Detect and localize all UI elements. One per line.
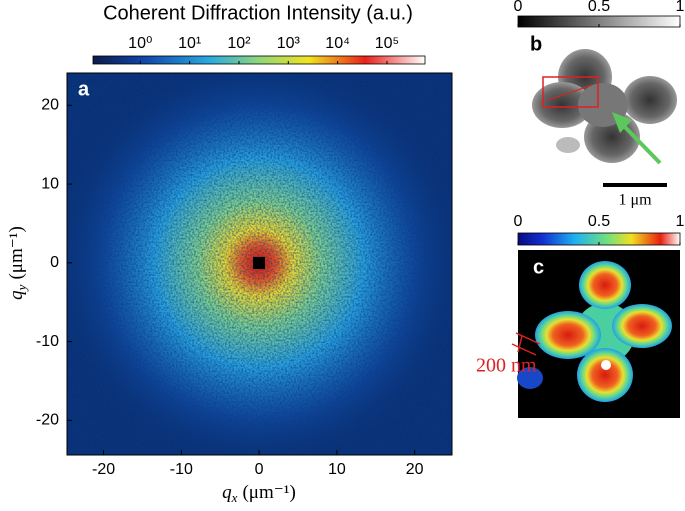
x-tick-label: -20 (92, 461, 115, 478)
colorbar-tick-label: 10¹ (178, 35, 201, 52)
beamstop (253, 257, 265, 269)
blob (517, 367, 543, 389)
panel-b-image (532, 49, 677, 187)
y-label-unit: (μm⁻¹) (6, 226, 27, 279)
width-arrow (517, 335, 523, 353)
scale-bar-label: 1 μm (618, 192, 652, 209)
x-label-unit: (μm⁻¹) (242, 482, 295, 503)
colorbar-title: Coherent Diffraction Intensity (a.u.) (103, 2, 413, 24)
panel-c-image (511, 250, 680, 418)
y-tick-label: 0 (50, 254, 59, 271)
colorbar-tick-label: 0.5 (588, 0, 610, 15)
lobe (612, 304, 672, 348)
colorbar-tick-label: 1 (676, 213, 685, 230)
panel-label: a (78, 78, 90, 100)
y-tick-label: -20 (36, 412, 59, 429)
lobe (579, 261, 631, 309)
colorbar-tick-label: 0 (514, 213, 523, 230)
lobe (623, 76, 677, 124)
y-label-symbol: q (6, 290, 27, 300)
x-tick-label: -10 (170, 461, 193, 478)
annotation: 200 nm (476, 355, 537, 377)
colorbar-tick-label: 10⁰ (128, 35, 152, 52)
panel-label: c (533, 256, 544, 278)
colorbar-tick-label: 10² (227, 35, 251, 52)
colorbar (92, 55, 426, 65)
x-axis-label: qx (μm⁻¹) (222, 482, 296, 505)
lobe (577, 348, 633, 402)
colorbar-tick-label: 10⁵ (375, 35, 399, 52)
lobe (535, 311, 601, 359)
x-tick-label: 0 (255, 461, 264, 478)
arrow-shaft (620, 122, 662, 165)
arrow-head (612, 112, 632, 133)
y-axis-label: qy (μm⁻¹) (6, 226, 29, 300)
y-tick-label: 20 (41, 97, 59, 114)
y-tick-label: 10 (41, 175, 59, 192)
hot-spot (601, 360, 611, 370)
y-label-subscript: y (14, 284, 29, 292)
panel-label: b (530, 33, 542, 55)
width-marker (515, 332, 541, 345)
colorbar-tick-label: 10³ (277, 35, 301, 52)
colorbar-tick-label: 10⁴ (325, 35, 350, 52)
diffraction-image (67, 73, 452, 455)
lobe (532, 82, 592, 128)
x-tick-label: 20 (406, 461, 424, 478)
colorbar-tick-label: 0 (514, 0, 523, 15)
x-label-subscript: x (231, 490, 238, 505)
y-tick-label: -10 (36, 333, 59, 350)
profile-line (547, 84, 593, 101)
width-marker (511, 343, 537, 356)
blob (556, 137, 580, 153)
x-tick-label: 10 (328, 461, 346, 478)
colorbar-tick-label: 1 (676, 0, 685, 15)
colorbar-tick-label: 0.5 (588, 213, 610, 230)
selection-box (542, 76, 599, 108)
x-label-symbol: q (222, 482, 232, 503)
